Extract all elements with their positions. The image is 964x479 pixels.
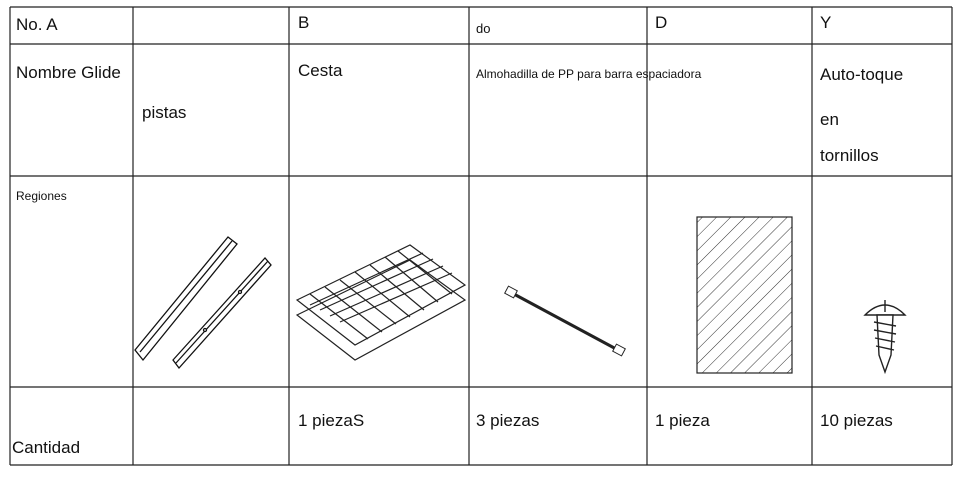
rod-image bbox=[504, 285, 626, 357]
quantity: 10 piezas bbox=[820, 411, 893, 430]
header-cell: B bbox=[298, 13, 310, 32]
screw-name: Auto-toque bbox=[820, 65, 904, 84]
quantity: 1 piezaS bbox=[298, 411, 365, 430]
header-cell: Y bbox=[820, 13, 832, 32]
pad-name: Almohadilla de PP para barra espaciadora bbox=[476, 67, 702, 81]
header-cell: do bbox=[476, 21, 491, 36]
screw-image bbox=[863, 300, 907, 375]
screw-name: tornillos bbox=[820, 146, 879, 165]
header-cell: No. A bbox=[16, 15, 58, 34]
board-image bbox=[696, 216, 793, 374]
grid bbox=[9, 6, 953, 466]
name-label: Nombre Glide bbox=[16, 63, 121, 82]
screw-name: en bbox=[820, 110, 839, 129]
images-label: Regiones bbox=[16, 189, 67, 203]
header-cell: D bbox=[655, 13, 668, 32]
rails-name: pistas bbox=[142, 103, 187, 122]
quantity: 3 piezas bbox=[476, 411, 540, 430]
quantity-label: Cantidad bbox=[12, 438, 81, 457]
basket-image bbox=[295, 244, 467, 361]
rails-image bbox=[134, 236, 272, 370]
basket-name: Cesta bbox=[298, 61, 343, 80]
quantity: 1 pieza bbox=[655, 411, 710, 430]
